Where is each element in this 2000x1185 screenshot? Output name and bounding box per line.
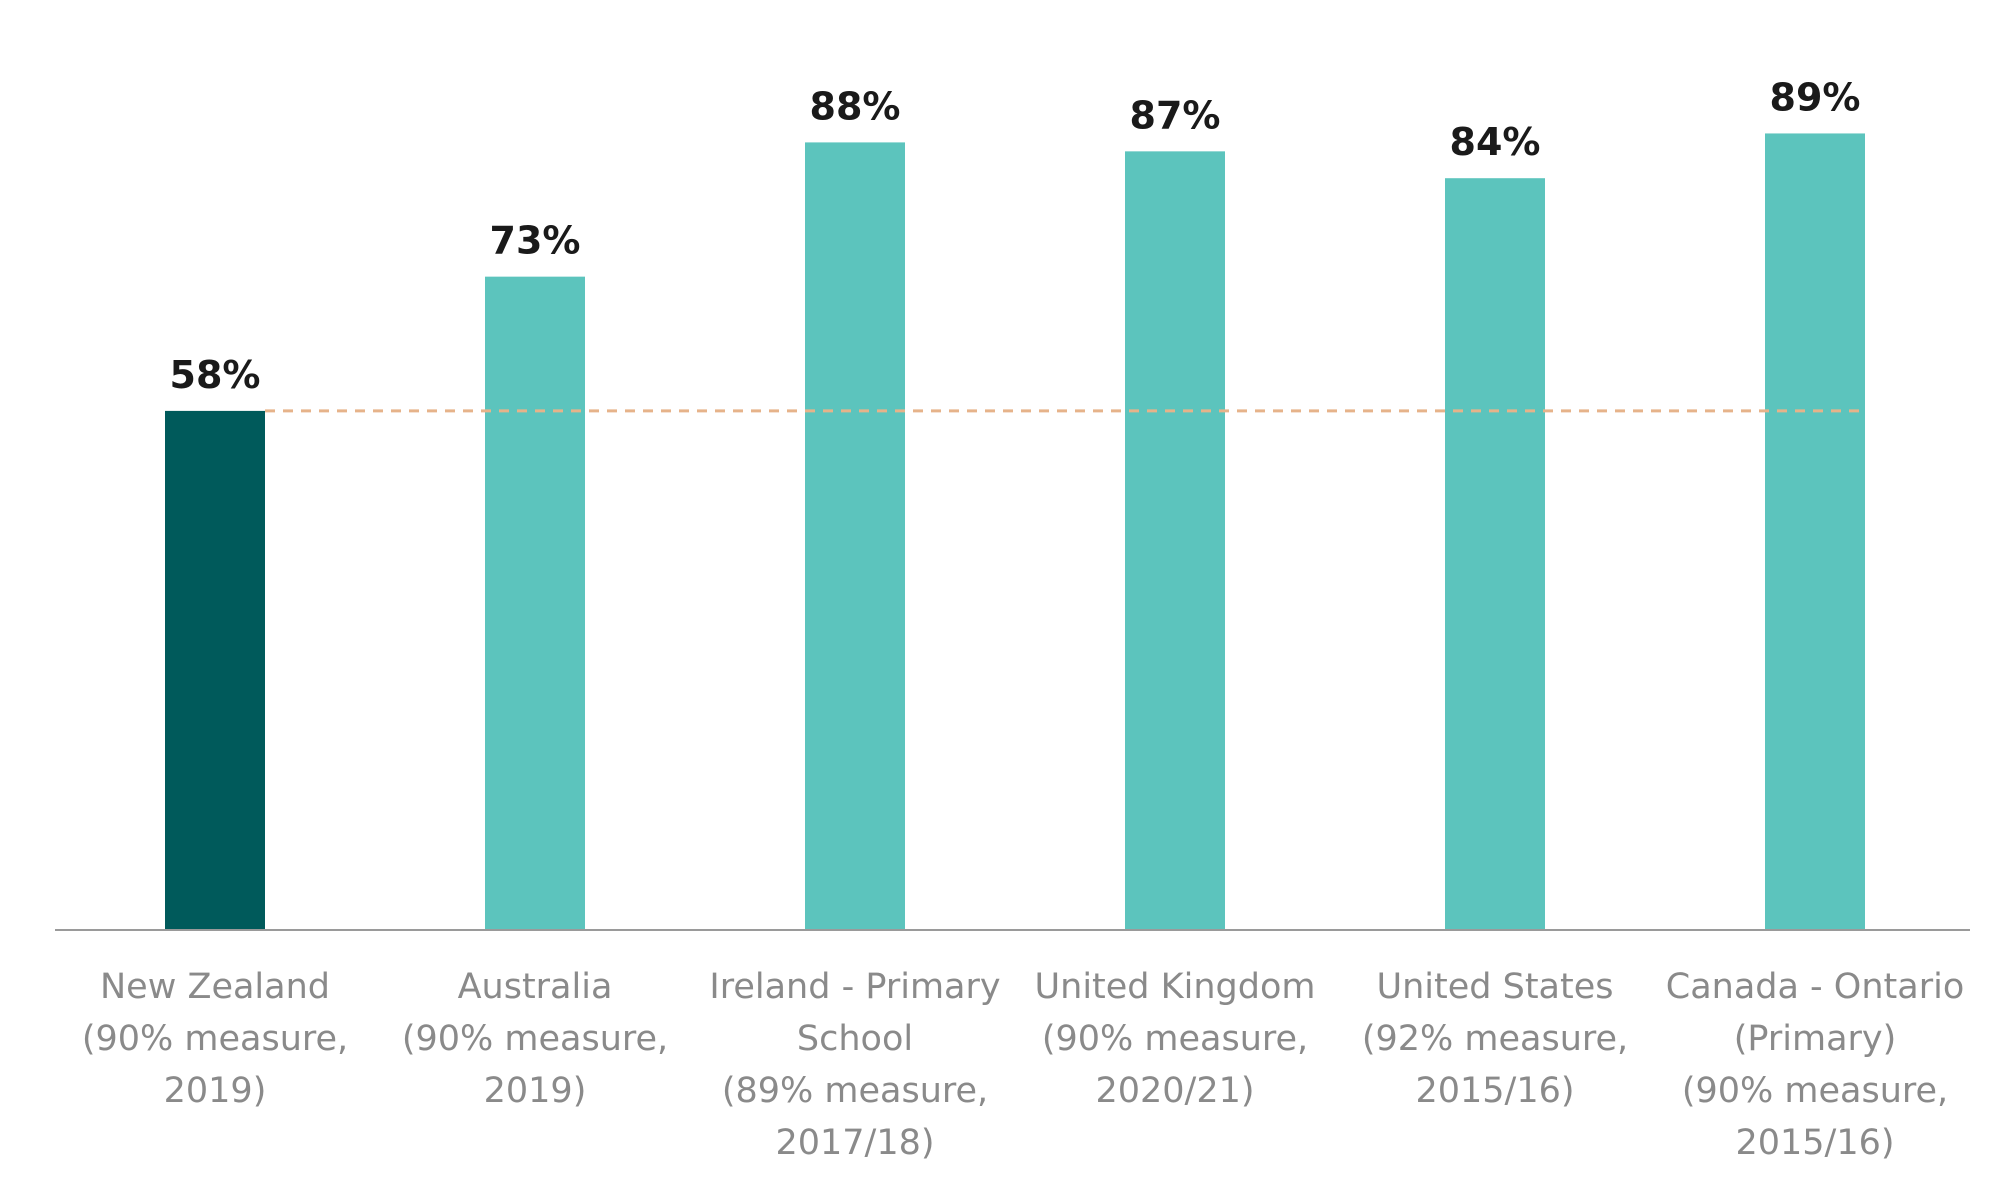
category-label-5: Canada - Ontario (Primary) (90% measure, 20… bbox=[1666, 967, 1965, 1163]
bar-3 bbox=[1125, 151, 1225, 931]
category-label-line: New Zealand bbox=[100, 967, 330, 1007]
category-label-line: Canada - Ontario bbox=[1666, 967, 1965, 1007]
category-label-line: 2019) bbox=[164, 1071, 267, 1111]
category-label-1: Australia (90% measure, 2019) bbox=[402, 967, 668, 1111]
bar-5 bbox=[1765, 133, 1865, 930]
category-label-line: United States bbox=[1376, 967, 1613, 1007]
category-label-line: United Kingdom bbox=[1035, 967, 1316, 1007]
category-label-0: New Zealand (90% measure, 2019) bbox=[82, 967, 348, 1111]
category-label-line: Ireland - Primary bbox=[709, 967, 1000, 1007]
category-label-line: (Primary) bbox=[1734, 1019, 1897, 1059]
value-label-2: 88% bbox=[810, 84, 901, 128]
value-label-5: 89% bbox=[1770, 75, 1861, 119]
category-label-line: Australia bbox=[458, 967, 613, 1007]
value-label-3: 87% bbox=[1130, 93, 1221, 137]
category-label-line: (90% measure, bbox=[1682, 1071, 1948, 1111]
category-label-line: 2017/18) bbox=[775, 1123, 934, 1163]
bar-4 bbox=[1445, 178, 1545, 930]
category-label-line: (90% measure, bbox=[1042, 1019, 1308, 1059]
category-label-3: United Kingdom (90% measure, 2020/21) bbox=[1035, 967, 1316, 1111]
value-label-1: 73% bbox=[490, 219, 581, 263]
category-labels-layer: New Zealand (90% measure, 2019) Australia (9… bbox=[82, 967, 1964, 1163]
category-label-line: (89% measure, bbox=[722, 1071, 988, 1111]
bar-2 bbox=[805, 142, 905, 930]
value-labels-layer: 58% 73% 88% 87% 84% 89% bbox=[170, 75, 1861, 396]
category-label-line: (90% measure, bbox=[402, 1019, 668, 1059]
bar-0 bbox=[165, 410, 265, 930]
category-label-line: (92% measure, bbox=[1362, 1019, 1628, 1059]
value-label-0: 58% bbox=[170, 353, 261, 397]
category-label-line: 2020/21) bbox=[1095, 1071, 1254, 1111]
category-label-line: (90% measure, bbox=[82, 1019, 348, 1059]
bar-1 bbox=[485, 276, 585, 930]
category-label-line: 2015/16) bbox=[1415, 1071, 1574, 1111]
bars-layer bbox=[165, 133, 1865, 931]
category-label-2: Ireland - Primary School (89% measure, 2017… bbox=[709, 967, 1000, 1163]
category-label-line: 2015/16) bbox=[1735, 1123, 1894, 1163]
category-label-line: 2019) bbox=[484, 1071, 587, 1111]
category-label-line: School bbox=[797, 1019, 913, 1059]
value-label-4: 84% bbox=[1450, 120, 1541, 164]
category-label-4: United States (92% measure, 2015/16) bbox=[1362, 967, 1628, 1111]
